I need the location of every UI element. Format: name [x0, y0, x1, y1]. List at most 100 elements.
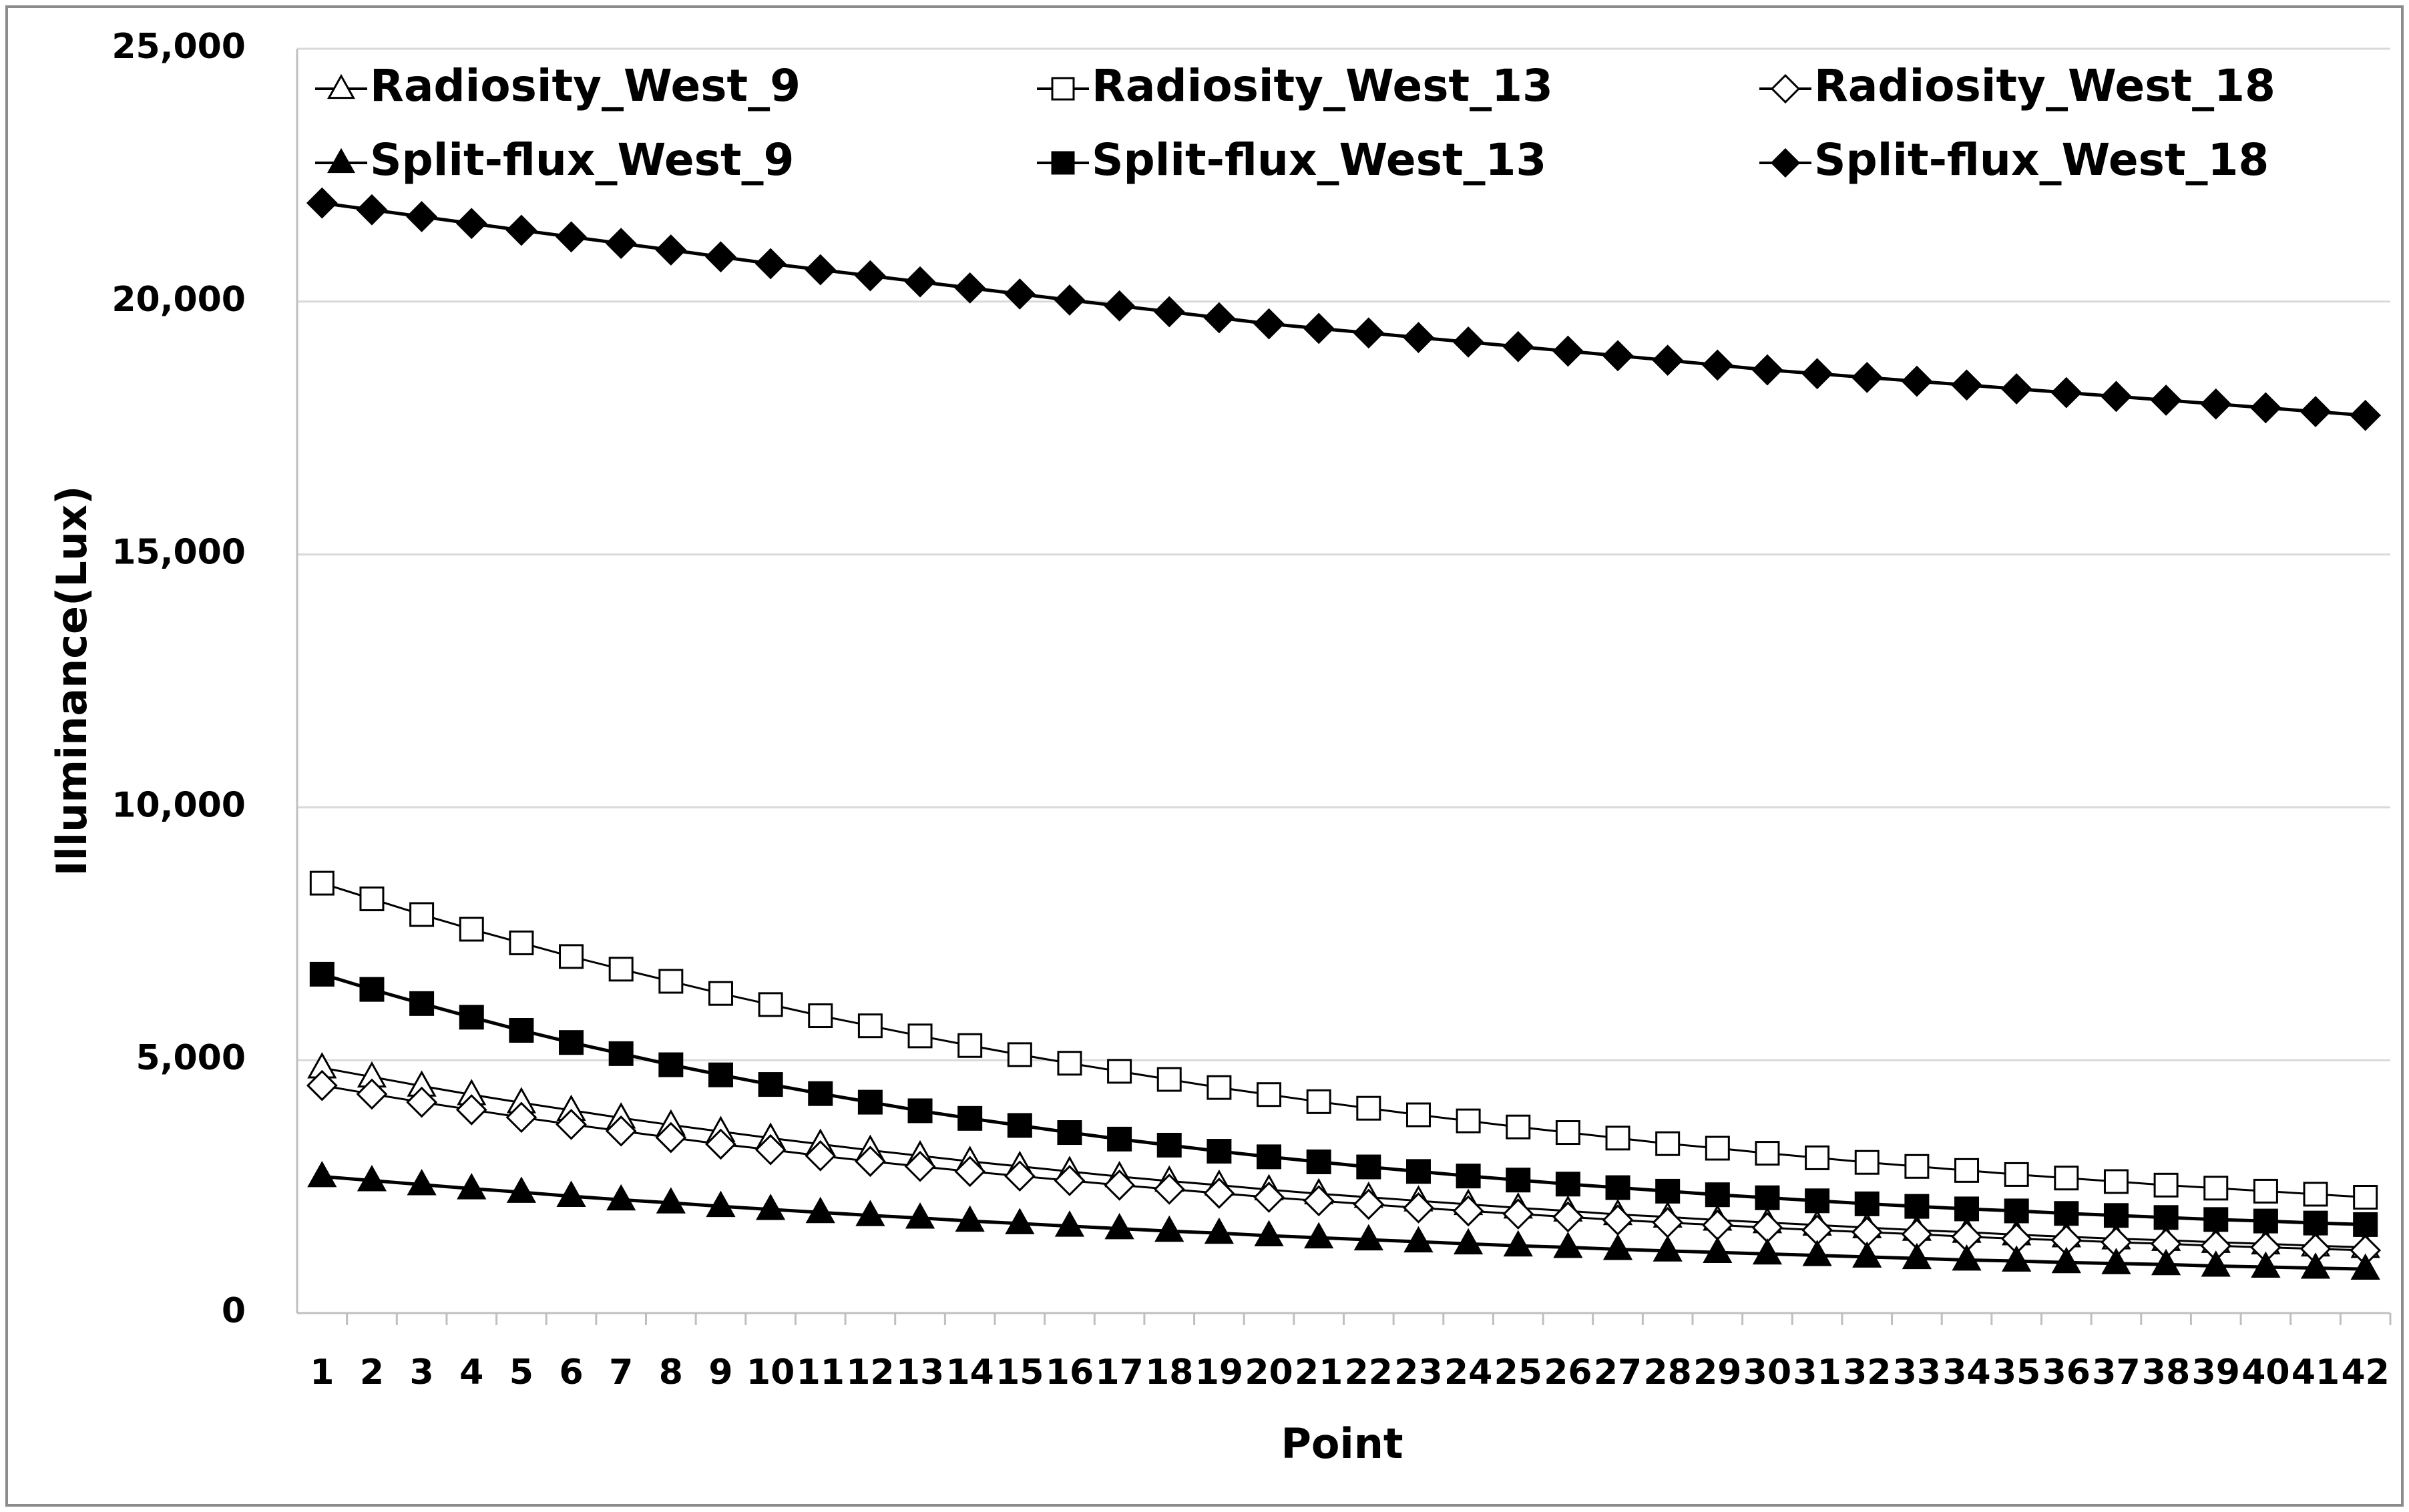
data-point	[457, 1173, 487, 1200]
data-point	[1655, 1131, 1681, 1156]
data-point	[407, 1169, 437, 1196]
legend-label: Split-flux_West_13	[1092, 134, 1546, 186]
x-tick-label: 23	[1394, 1352, 1442, 1393]
data-point	[1555, 1120, 1580, 1146]
data-point	[1602, 340, 1634, 372]
data-point	[1452, 1195, 1484, 1227]
data-point	[1054, 1210, 1085, 1237]
data-point	[1153, 1174, 1185, 1205]
data-point	[1802, 1240, 1832, 1266]
x-tick-label: 41	[2291, 1352, 2340, 1393]
data-point	[1156, 1132, 1182, 1158]
legend-label: Split-flux_West_9	[370, 134, 794, 186]
data-point	[506, 1176, 537, 1203]
x-tick-label: 34	[1942, 1352, 1990, 1393]
data-point	[855, 1200, 885, 1226]
data-point	[2002, 1245, 2032, 1272]
data-point	[1506, 1168, 1531, 1193]
data-point	[1701, 349, 1733, 381]
data-point	[1353, 1224, 1383, 1251]
data-point	[655, 234, 687, 266]
data-point	[1403, 1192, 1434, 1224]
data-point	[2151, 1248, 2181, 1276]
data-point	[509, 930, 534, 955]
data-point	[2353, 1212, 2378, 1237]
y-tick-label: 0	[222, 1291, 246, 1331]
x-tick-label: 27	[1594, 1352, 1642, 1393]
data-point	[2303, 1210, 2328, 1236]
x-tick-label: 10	[746, 1352, 795, 1393]
data-point	[1851, 362, 1883, 393]
data-point	[705, 241, 736, 273]
data-point	[359, 977, 385, 1002]
data-point	[1303, 312, 1335, 344]
data-point	[1854, 1150, 1880, 1175]
data-point	[1107, 1126, 1132, 1152]
data-point	[1306, 1089, 1331, 1114]
data-point	[409, 902, 435, 927]
data-point	[406, 201, 437, 232]
x-tick-label: 13	[896, 1352, 944, 1393]
data-point	[1057, 1120, 1082, 1146]
x-tick-label: 2	[360, 1352, 384, 1393]
data-point	[1904, 1154, 1930, 1179]
data-point	[758, 1072, 783, 1097]
data-point	[955, 1205, 985, 1232]
data-point	[758, 992, 783, 1017]
data-point	[1655, 1178, 1681, 1204]
data-point	[2103, 1169, 2129, 1194]
data-point	[1054, 284, 1086, 316]
data-point	[1153, 296, 1185, 328]
x-tick-label: 8	[659, 1352, 683, 1393]
legend-label: Radiosity_West_9	[370, 60, 801, 111]
data-point	[855, 1146, 886, 1178]
data-point	[1553, 1232, 1583, 1258]
data-point	[904, 1150, 936, 1182]
data-point	[1254, 1220, 1284, 1247]
data-point	[2350, 399, 2382, 431]
x-tick-label: 29	[1693, 1352, 1741, 1393]
data-point	[559, 944, 584, 969]
data-point	[2203, 1176, 2229, 1201]
data-point	[1801, 358, 1833, 390]
data-point	[855, 260, 886, 292]
chart-border	[5, 5, 2404, 1507]
data-point	[754, 248, 787, 280]
data-point	[455, 208, 487, 240]
data-point	[606, 1184, 636, 1211]
data-point	[2200, 388, 2232, 420]
data-point	[658, 969, 684, 994]
data-point	[2150, 385, 2182, 416]
data-point	[1403, 322, 1434, 353]
data-point	[1755, 1141, 1780, 1166]
data-point	[805, 1140, 837, 1172]
data-point	[954, 272, 986, 304]
data-point	[1107, 1059, 1132, 1084]
data-point	[306, 1069, 338, 1101]
data-point	[1054, 1165, 1086, 1196]
data-point	[1552, 1201, 1584, 1233]
data-point	[1502, 1198, 1534, 1230]
data-point	[808, 1003, 833, 1029]
data-point	[1805, 1145, 1830, 1170]
data-point	[1452, 326, 1484, 358]
x-tick-label: 17	[1095, 1352, 1143, 1393]
data-point	[907, 1023, 933, 1049]
data-point	[755, 1194, 786, 1220]
data-point	[2203, 1207, 2229, 1232]
x-tick-label: 16	[1046, 1352, 1094, 1393]
data-point	[309, 961, 335, 987]
data-point	[1403, 1226, 1434, 1253]
data-point	[1405, 1102, 1431, 1127]
data-point	[1453, 1228, 1484, 1255]
data-point	[556, 1109, 587, 1140]
y-axis-title: Illuminance(Lux)	[47, 486, 96, 876]
data-point	[1207, 1139, 1232, 1164]
data-point	[1154, 1215, 1184, 1242]
x-tick-label: 31	[1793, 1352, 1841, 1393]
x-tick-label: 6	[559, 1352, 583, 1393]
data-point	[357, 1165, 387, 1192]
data-point	[509, 1018, 534, 1043]
x-tick-label: 37	[2092, 1352, 2140, 1393]
